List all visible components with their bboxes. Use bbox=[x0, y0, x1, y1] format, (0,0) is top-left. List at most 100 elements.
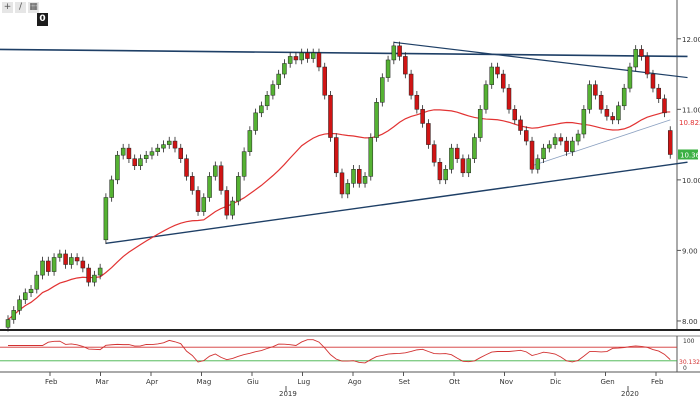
candle-body bbox=[391, 45, 397, 61]
grid-icon[interactable]: ▦ bbox=[28, 2, 39, 13]
candle-body bbox=[454, 147, 460, 159]
price-axis-ticks: 12.00 11.00 10.00 9.00 8.00 bbox=[677, 36, 700, 326]
candle-body bbox=[639, 49, 644, 57]
rsi-line bbox=[8, 339, 671, 364]
candle-body bbox=[489, 66, 494, 85]
rsi-value-tag bbox=[678, 356, 700, 365]
candle-body bbox=[103, 197, 109, 241]
time-tick-label: Set bbox=[399, 378, 411, 386]
rsi-panel: 100 030.1325 bbox=[0, 338, 700, 372]
trendlines bbox=[0, 41, 688, 245]
zoom-badge[interactable]: 0 bbox=[37, 13, 48, 26]
price-tags: 10.8234 10.36 bbox=[678, 116, 700, 160]
candle-body bbox=[132, 158, 137, 167]
chart-toolbar: + / ▦ bbox=[2, 2, 39, 13]
candle-body bbox=[97, 267, 103, 276]
candle-body bbox=[339, 172, 345, 195]
year-label: 2019 bbox=[279, 390, 297, 398]
candle-body bbox=[46, 260, 51, 272]
candle-body bbox=[218, 165, 224, 191]
candle-body bbox=[86, 267, 91, 283]
candle-body bbox=[17, 299, 22, 311]
candle-body bbox=[190, 176, 195, 191]
price-tick-label: 11.00 bbox=[682, 106, 700, 114]
lower-support-line bbox=[105, 161, 688, 245]
candle-body bbox=[316, 52, 322, 68]
add-icon[interactable]: + bbox=[2, 2, 13, 13]
candle-body bbox=[120, 147, 126, 156]
candle-body bbox=[69, 257, 74, 265]
candle-body bbox=[63, 253, 68, 265]
time-axis-ticks: Feb Mar Apr Mag Giu Lug Ago Set Ott Nov Dic Gen Feb 2… bbox=[45, 372, 664, 398]
candle-body bbox=[201, 197, 207, 212]
candle-body bbox=[650, 73, 656, 89]
candle-body bbox=[305, 52, 310, 59]
candle-body bbox=[213, 165, 218, 177]
candle-body bbox=[408, 73, 414, 96]
candle-body bbox=[380, 77, 385, 103]
candle-body bbox=[627, 66, 633, 89]
time-tick-label: Apr bbox=[146, 378, 158, 386]
candle-body bbox=[385, 59, 391, 78]
time-tick-label: Dic bbox=[550, 378, 561, 386]
candle-body bbox=[109, 179, 114, 198]
candle-body bbox=[207, 176, 212, 198]
candle-body bbox=[460, 158, 466, 174]
candle-body bbox=[633, 49, 638, 68]
candle-body bbox=[253, 112, 258, 131]
candle-body bbox=[524, 130, 529, 142]
candle-body bbox=[437, 161, 443, 181]
candle-body bbox=[443, 169, 448, 181]
candle-body bbox=[621, 87, 627, 107]
candle-body bbox=[529, 140, 535, 170]
candle-body bbox=[362, 176, 368, 184]
candle-body bbox=[397, 45, 402, 57]
candle-body bbox=[247, 130, 253, 152]
candle-body bbox=[5, 319, 11, 328]
candle-body bbox=[547, 144, 552, 149]
candle-body bbox=[57, 253, 63, 258]
candle-body bbox=[414, 94, 420, 110]
time-tick-label: Lug bbox=[298, 378, 311, 386]
candle-body bbox=[662, 98, 667, 114]
candle-body bbox=[138, 158, 143, 167]
inner-rising-line bbox=[531, 119, 671, 167]
candle-body bbox=[166, 140, 172, 145]
candle-body bbox=[11, 310, 17, 320]
draw-icon[interactable]: / bbox=[15, 2, 26, 13]
candle-body bbox=[155, 147, 160, 152]
candle-body bbox=[126, 147, 132, 159]
time-tick-label: Mar bbox=[96, 378, 109, 386]
time-tick-label: Ago bbox=[348, 378, 362, 386]
candle-body bbox=[552, 137, 558, 145]
candle-body bbox=[259, 105, 264, 114]
candle-body bbox=[149, 151, 155, 156]
candle-body bbox=[270, 84, 276, 96]
candle-body bbox=[420, 109, 425, 124]
moving-average-layer bbox=[7, 109, 671, 321]
time-tick-label: Feb bbox=[45, 378, 58, 386]
candle-body bbox=[351, 169, 356, 184]
candle-body bbox=[506, 87, 512, 110]
price-tick-label: 10.00 bbox=[682, 177, 700, 185]
candle-body bbox=[195, 190, 201, 212]
candle-body bbox=[310, 52, 316, 59]
price-tick-label: 12.00 bbox=[682, 36, 700, 44]
candle-body bbox=[357, 169, 362, 184]
candle-body bbox=[51, 257, 57, 272]
rsi-value-label: 30.1325 bbox=[679, 359, 700, 366]
candle-body bbox=[472, 137, 477, 159]
candle-body bbox=[610, 116, 615, 121]
year-label: 2020 bbox=[621, 390, 639, 398]
candle-body bbox=[230, 200, 235, 216]
time-tick-label: Giu bbox=[247, 378, 259, 386]
ma-value-label: 10.8234 bbox=[679, 119, 700, 127]
candle-body bbox=[23, 292, 28, 301]
candle-body bbox=[264, 94, 270, 107]
candle-body bbox=[161, 144, 166, 149]
time-tick-label: Feb bbox=[651, 378, 664, 386]
candle-body bbox=[92, 274, 97, 283]
candle-body bbox=[495, 66, 500, 75]
